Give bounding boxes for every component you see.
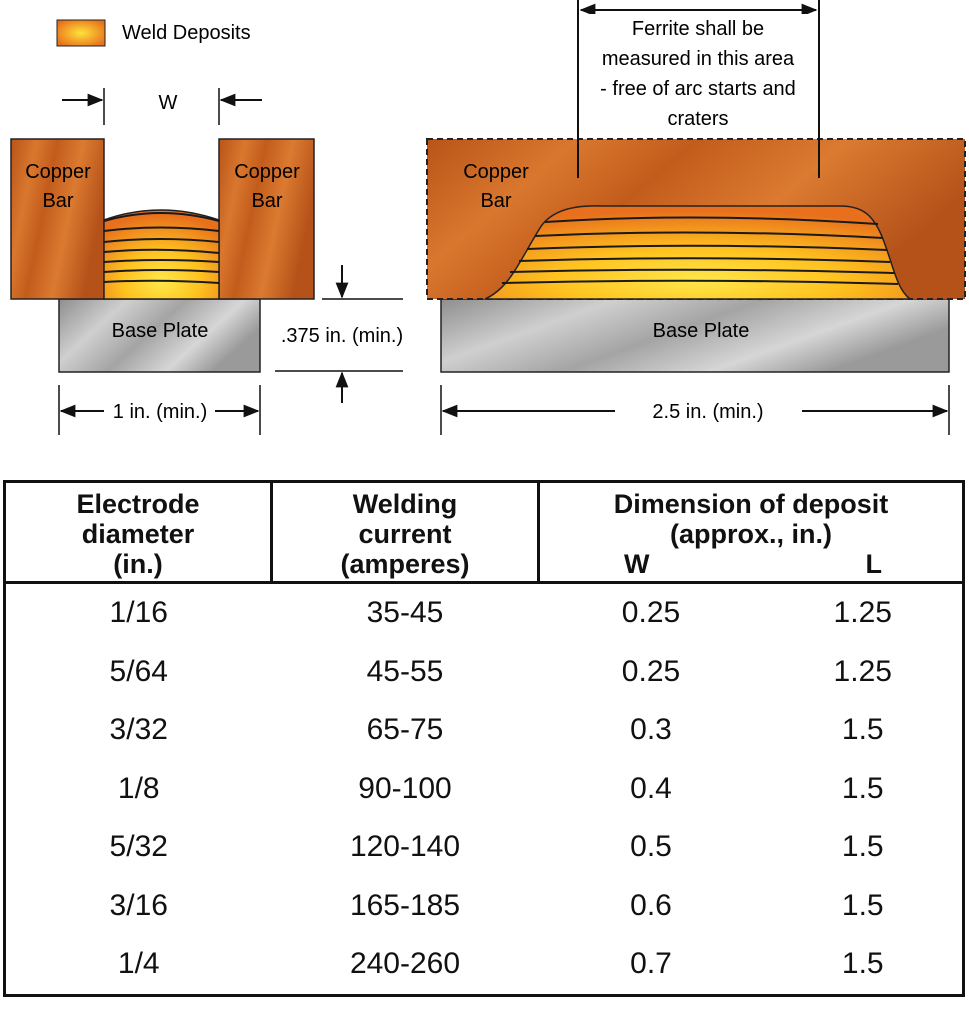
ferrite-note-backdrop <box>590 14 812 136</box>
right-view: Base Plate Copper Bar Ferrite shall be m… <box>426 0 966 435</box>
cell-current: 35-45 <box>366 596 444 630</box>
ferrite-note-line-3: - free of arc starts and <box>600 78 796 100</box>
header-l: L <box>865 549 883 579</box>
base-plate-right-label: Base Plate <box>653 320 750 342</box>
header-diameter-line-2: diameter <box>81 519 195 549</box>
cell-l: 1.25 <box>833 654 892 688</box>
copper-bar-long-label-1: Copper <box>463 161 529 183</box>
cell-w: 0.6 <box>630 888 672 922</box>
weld-pad-diagram: Weld Deposits Base Plate Copper Bar Copp… <box>10 0 966 435</box>
copper-bar-left-label-2: Bar <box>42 190 73 212</box>
weld-deposit-long <box>484 205 913 300</box>
cell-w: 0.7 <box>630 947 672 981</box>
header-dimension-line-1: Dimension of deposit <box>613 489 889 519</box>
cell-l: 1.5 <box>841 888 884 922</box>
copper-bar-right-label-2: Bar <box>251 190 282 212</box>
weld-layer-lines-long <box>501 216 899 285</box>
header-diameter-line-1: Electrode <box>76 489 200 519</box>
copper-bar-left-label-1: Copper <box>25 161 91 183</box>
cell-diameter: 3/32 <box>109 713 168 747</box>
ferrite-note-line-1: Ferrite shall be <box>632 18 764 40</box>
copper-bar-long-label-2: Bar <box>480 190 511 212</box>
cell-diameter: 3/16 <box>109 888 168 922</box>
cell-current: 240-260 <box>349 947 461 981</box>
weld-layer-lines-left <box>103 212 220 284</box>
height-label: .375 in. (min.) <box>281 325 403 347</box>
header-current-line-3: (amperes) <box>340 549 470 579</box>
cell-l: 1.5 <box>841 713 884 747</box>
header-dimension: Dimension of deposit (approx., in.) W L <box>539 482 964 583</box>
table-body: 1/16 35-45 0.25 1.25 5/64 45-55 0.25 1.25 3/32 65… <box>5 583 964 996</box>
header-electrode-diameter: Electrode diameter (in.) <box>4 481 273 583</box>
base-plate-right <box>440 298 950 373</box>
weld-deposit-left <box>103 209 220 300</box>
table-row: 1/8 90-100 0.4 1.5 <box>5 760 964 819</box>
cell-diameter: 1/4 <box>117 947 160 981</box>
cell-w: 0.5 <box>630 830 672 864</box>
header-current-line-1: Welding <box>352 489 458 519</box>
header-current-line-2: current <box>358 519 452 549</box>
left-view: Base Plate Copper Bar Copper Bar W .375 … <box>10 88 403 435</box>
length-left-label: 1 in. (min.) <box>113 401 207 423</box>
w-label: W <box>159 92 178 114</box>
cell-current: 45-55 <box>366 654 444 688</box>
electrode-spec-table: Electrode diameter (in.) Welding current… <box>3 480 965 997</box>
cell-l: 1.25 <box>833 596 892 630</box>
cell-w: 0.4 <box>630 771 672 805</box>
legend-swatch <box>56 19 106 47</box>
cell-current: 65-75 <box>366 713 444 747</box>
cell-current: 90-100 <box>358 771 452 805</box>
copper-bar-left <box>10 138 105 300</box>
table-row: 3/16 165-185 0.6 1.5 <box>5 877 964 936</box>
ferrite-note-line-4: craters <box>667 108 728 130</box>
cell-diameter: 1/8 <box>117 771 160 805</box>
table-row: 1/4 240-260 0.7 1.5 <box>5 935 964 995</box>
copper-bar-right <box>218 138 315 300</box>
base-plate-left-label: Base Plate <box>112 320 209 342</box>
cell-l: 1.5 <box>841 947 884 981</box>
header-welding-current: Welding current (amperes) <box>271 481 540 583</box>
base-plate-left <box>58 298 261 373</box>
header-diameter-line-3: (in.) <box>113 549 163 579</box>
cell-w: 0.25 <box>621 654 681 688</box>
cell-diameter: 5/32 <box>109 830 168 864</box>
table-row: 5/64 45-55 0.25 1.25 <box>5 643 964 702</box>
cell-diameter: 1/16 <box>109 596 168 630</box>
cell-w: 0.25 <box>621 596 681 630</box>
table-row: 1/16 35-45 0.25 1.25 <box>5 583 964 643</box>
cell-diameter: 5/64 <box>109 654 168 688</box>
cell-current: 165-185 <box>349 888 461 922</box>
cell-current: 120-140 <box>349 830 461 864</box>
table-row: 3/32 65-75 0.3 1.5 <box>5 701 964 760</box>
cell-l: 1.5 <box>841 830 884 864</box>
table-header-row: Electrode diameter (in.) Welding current… <box>4 481 964 583</box>
cell-l: 1.5 <box>841 771 884 805</box>
copper-bar-right-label-1: Copper <box>234 161 300 183</box>
cell-w: 0.3 <box>630 713 672 747</box>
table-row: 5/32 120-140 0.5 1.5 <box>5 818 964 877</box>
header-w: W <box>624 549 650 579</box>
length-right-label: 2.5 in. (min.) <box>652 401 763 423</box>
ferrite-note-line-2: measured in this area <box>602 48 795 70</box>
legend-label: Weld Deposits <box>122 22 251 44</box>
header-dimension-line-2: (approx., in.) <box>670 519 832 549</box>
